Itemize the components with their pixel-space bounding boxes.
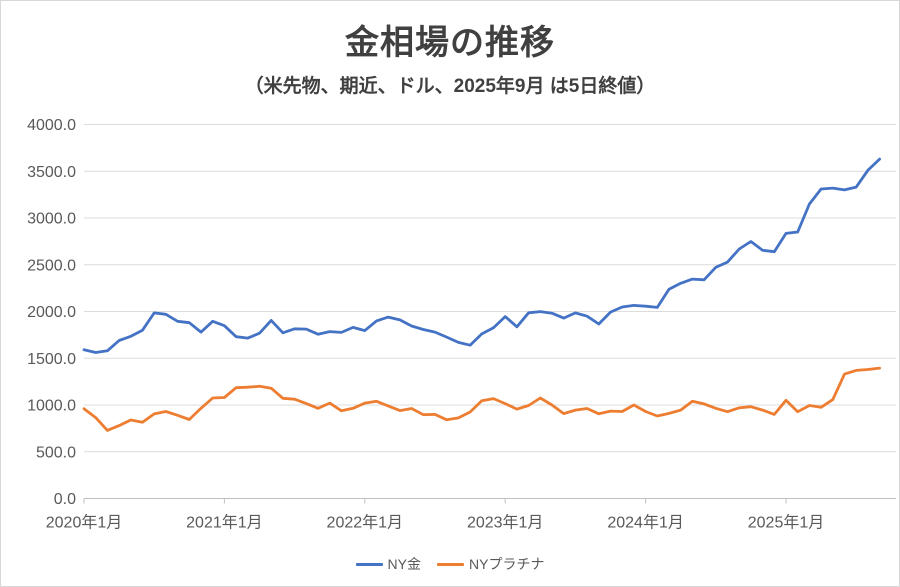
x-axis-tick-label: 2024年1月 [607, 514, 684, 532]
y-axis-tick-label: 2500.0 [27, 257, 76, 274]
x-axis-tick-label: 2020年1月 [46, 514, 123, 532]
legend-label-ny-platinum: NYプラチナ [469, 556, 545, 572]
y-axis-tick-label: 3000.0 [27, 211, 76, 228]
series-line-ny-gold [82, 157, 881, 354]
x-axis-tick-label: 2023年1月 [467, 514, 544, 532]
y-axis-tick-label: 3500.0 [27, 164, 76, 181]
y-axis-tick-label: 4000.0 [27, 117, 76, 134]
ny-gold-line-swatch-icon [355, 562, 383, 566]
y-axis-tick-label: 1500.0 [27, 351, 76, 368]
y-axis-tick-label: 500.0 [36, 444, 76, 461]
legend-item-ny-gold: NY金 [355, 554, 421, 574]
x-axis-tick-label: 2022年1月 [327, 514, 404, 532]
y-axis-tick-label: 2000.0 [27, 304, 76, 321]
chart-title: 金相場の推移 [345, 24, 555, 62]
chart-subtitle: （米先物、期近、ドル、2025年9月 は5日終値） [244, 76, 656, 97]
ny-platinum-line-swatch-icon [437, 562, 464, 566]
x-axis-tick-label: 2021年1月 [186, 514, 263, 532]
legend-item-ny-platinum: NYプラチナ [437, 554, 544, 574]
series-line-ny-platinum [82, 366, 881, 432]
legend: NY金 NYプラチナ [1, 554, 899, 574]
y-axis-tick-label: 1000.0 [27, 398, 76, 415]
y-axis-tick-label: 0.0 [54, 491, 76, 508]
legend-label-ny-gold: NY金 [387, 556, 421, 572]
x-axis-tick-label: 2025年1月 [748, 514, 825, 532]
